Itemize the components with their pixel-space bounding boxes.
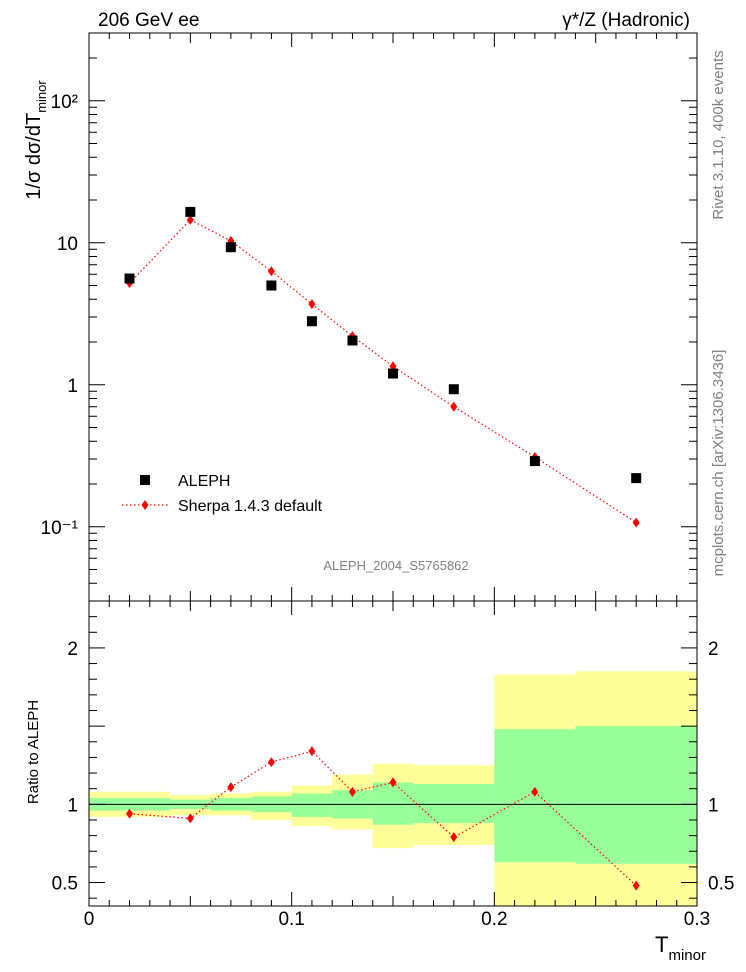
mc-point (450, 401, 458, 412)
ratio-y-tick-label-right: 2 (708, 639, 719, 660)
ratio-panel: 0 0.1 0.2 0.3 0.5 0.5 1 1 2 2 (52, 600, 734, 930)
data-point (631, 473, 642, 484)
ratio-y-tick-label-left: 0.5 (52, 874, 78, 895)
ratio-ylabel: Ratio to ALEPH (25, 700, 42, 804)
main-ylabel-subscript: minor (34, 80, 49, 113)
main-panel: 10⁻¹ 1 10 10² ALEPH Sherpa 1.4.3 default (41, 32, 698, 602)
main-y-tick-label: 1 (67, 376, 78, 397)
main-y-tick-label: 10⁻¹ (41, 518, 79, 539)
main-ylabel-text: 1/σ dσ/dT (23, 113, 45, 200)
x-axis-label: Tminor (655, 932, 706, 964)
ratio-series-line (129, 750, 637, 887)
ratio-band-inner (413, 784, 495, 824)
ratio-y-tick-label-left: 2 (67, 639, 78, 660)
data-point (306, 316, 317, 327)
mc-point (267, 266, 275, 277)
ratio-point (186, 813, 194, 824)
legend-data-marker (140, 475, 150, 485)
ratio-y-tick-label-right: 1 (708, 795, 719, 816)
data-point (529, 456, 540, 467)
x-tick-label: 0 (84, 909, 95, 930)
ratio-point (126, 808, 134, 819)
analysis-id-label: ALEPH_2004_S5765862 (323, 558, 468, 573)
legend-data-label: ALEPH (178, 473, 230, 490)
data-point (448, 384, 459, 395)
data-point (266, 280, 277, 291)
data-point (347, 335, 358, 346)
x-tick-label: 0.1 (278, 909, 304, 930)
mc-point (632, 517, 640, 528)
header-process-label: γ*/Z (Hadronic) (562, 10, 690, 31)
legend-mc-label: Sherpa 1.4.3 default (178, 498, 323, 515)
ratio-point (450, 832, 458, 843)
ratio-point (227, 782, 235, 793)
mc-point (186, 214, 194, 225)
legend: ALEPH Sherpa 1.4.3 default (122, 473, 323, 515)
data-point (225, 242, 236, 253)
ratio-point (389, 777, 397, 788)
mcplots-reference-label: mcplots.cern.ch [arXiv:1306.3436] (710, 350, 727, 577)
ratio-point (531, 786, 539, 797)
header-energy-label: 206 GeV ee (98, 10, 199, 31)
data-point (124, 273, 135, 284)
ratio-point (348, 786, 356, 797)
main-y-tick-label: 10 (57, 234, 78, 255)
main-ylabel: 1/σ dσ/dTminor (23, 80, 49, 200)
legend-mc-marker (141, 500, 149, 510)
data-point (388, 368, 398, 379)
ratio-band-inner (575, 726, 697, 864)
mc-point (308, 299, 316, 310)
x-tick-label: 0.3 (684, 909, 710, 930)
rivet-version-label: Rivet 3.1.10, 400k events (710, 50, 727, 219)
ratio-y-tick-label-left: 1 (67, 795, 78, 816)
ratio-point (308, 746, 316, 757)
x-axis-label-text: T (655, 932, 668, 957)
ratio-point (632, 880, 640, 891)
ratio-band-inner (291, 793, 333, 817)
ratio-y-tick-label-right: 0.5 (708, 874, 734, 895)
main-frame (88, 32, 698, 602)
x-axis-label-subscript: minor (668, 947, 706, 964)
ratio-band-inner (372, 782, 414, 825)
ratio-point (267, 757, 275, 768)
x-tick-label: 0.2 (481, 909, 507, 930)
main-y-tick-label: 10² (51, 92, 78, 113)
data-point (185, 206, 196, 217)
